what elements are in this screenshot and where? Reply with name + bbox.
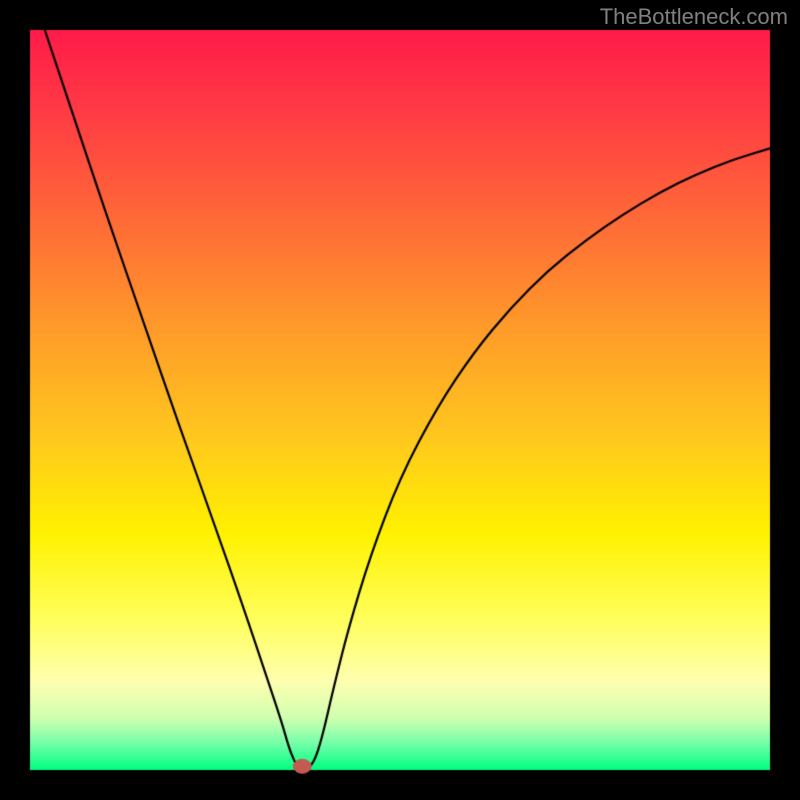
bottleneck-curve-chart <box>0 0 800 800</box>
watermark-text: TheBottleneck.com <box>600 4 788 30</box>
plot-container <box>0 0 800 800</box>
chart-frame: TheBottleneck.com <box>0 0 800 800</box>
